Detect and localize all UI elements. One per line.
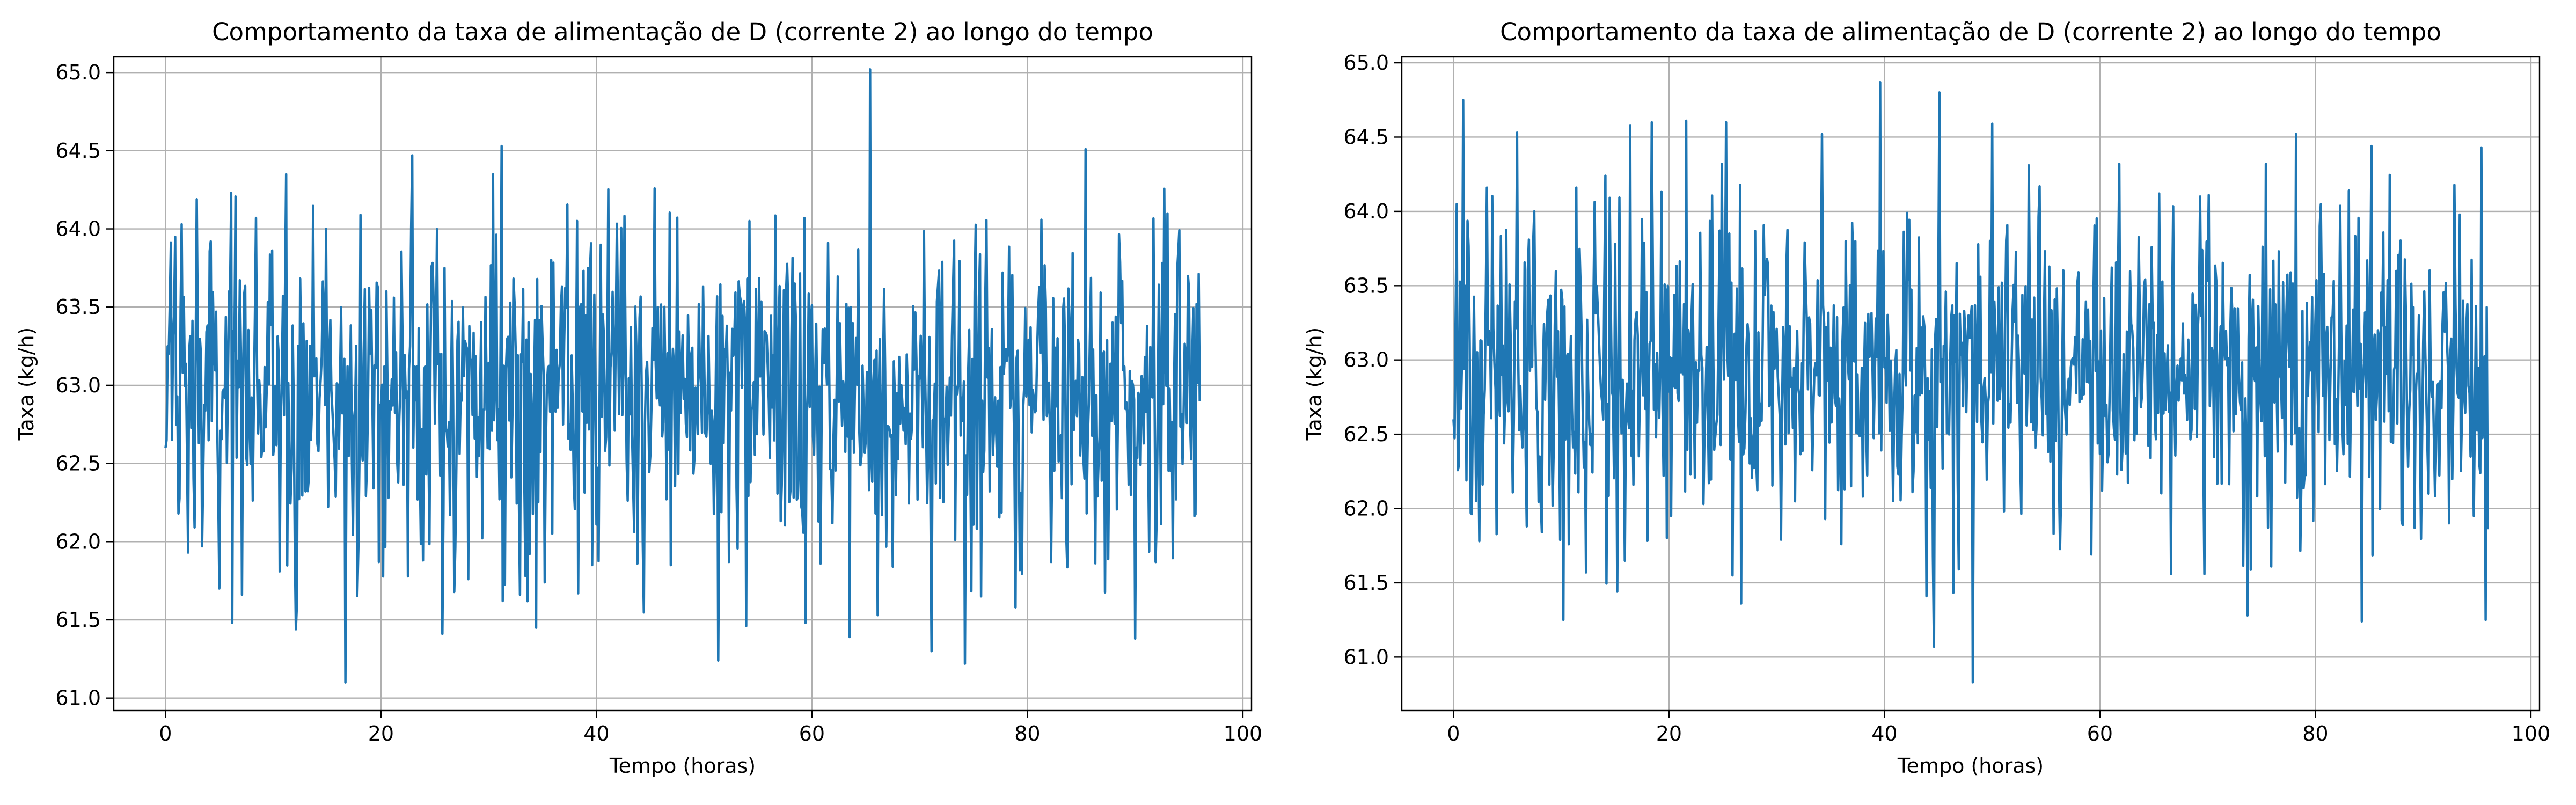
axes-frame xyxy=(1401,56,2541,712)
y-tick-label: 63.5 xyxy=(1343,274,1389,297)
x-tick-label: 60 xyxy=(2087,722,2113,745)
axes-frame xyxy=(113,56,1253,712)
x-tick-label: 80 xyxy=(2302,722,2328,745)
chart-panel-right: 0 20 40 60 80 100 61.0 61.5 62.0 62.5 63.0 63.5 64.0… xyxy=(1302,18,2550,778)
y-tick-label: 61.0 xyxy=(1343,645,1389,669)
series-line-left xyxy=(164,68,1201,684)
y-tick-label: 62.0 xyxy=(1343,497,1389,521)
y-tick-label: 64.0 xyxy=(1343,200,1389,223)
y-tick-label: 61.5 xyxy=(55,608,101,632)
y-tick-label: 63.0 xyxy=(55,374,101,397)
x-tick-label: 0 xyxy=(159,722,172,745)
y-tick-label: 65.0 xyxy=(1343,51,1389,75)
y-tick-label: 61.5 xyxy=(1343,571,1389,595)
y-tick-label: 64.5 xyxy=(1343,125,1389,149)
x-axis-label: Tempo (horas) xyxy=(609,754,756,778)
y-tick-label: 63.0 xyxy=(1343,348,1389,372)
x-tick-label: 80 xyxy=(1014,722,1040,745)
y-axis-label: Taxa (kg/h) xyxy=(1302,327,1326,441)
y-tick-label: 62.5 xyxy=(1343,422,1389,446)
x-axis-label: Tempo (horas) xyxy=(1897,754,2044,778)
y-tick-label: 61.0 xyxy=(55,686,101,710)
x-tick-label: 100 xyxy=(1224,722,1263,745)
x-tick-label: 40 xyxy=(1871,722,1897,745)
chart-panel-left: 0 20 40 60 80 100 61.0 61.5 62.0 62.5 63.0 63.5 64.0… xyxy=(14,18,1262,778)
y-axis-label: Taxa (kg/h) xyxy=(14,327,38,441)
x-tick-label: 0 xyxy=(1447,722,1460,745)
y-tick-label: 64.0 xyxy=(55,217,101,241)
series-line-right xyxy=(1452,80,2489,684)
x-tick-label: 40 xyxy=(583,722,609,745)
x-tick-label: 60 xyxy=(799,722,825,745)
x-tick-label: 100 xyxy=(2512,722,2551,745)
chart-title: Comportamento da taxa de alimentação de … xyxy=(212,18,1153,46)
x-tick-label: 20 xyxy=(1656,722,1682,745)
y-tick-label: 64.5 xyxy=(55,139,101,163)
y-tick-label: 62.0 xyxy=(55,530,101,553)
y-tick-label: 63.5 xyxy=(55,295,101,319)
y-tick-label: 62.5 xyxy=(55,452,101,475)
x-tick-label: 20 xyxy=(368,722,394,745)
chart-title: Comportamento da taxa de alimentação de … xyxy=(1500,18,2441,46)
y-tick-label: 65.0 xyxy=(55,61,101,84)
